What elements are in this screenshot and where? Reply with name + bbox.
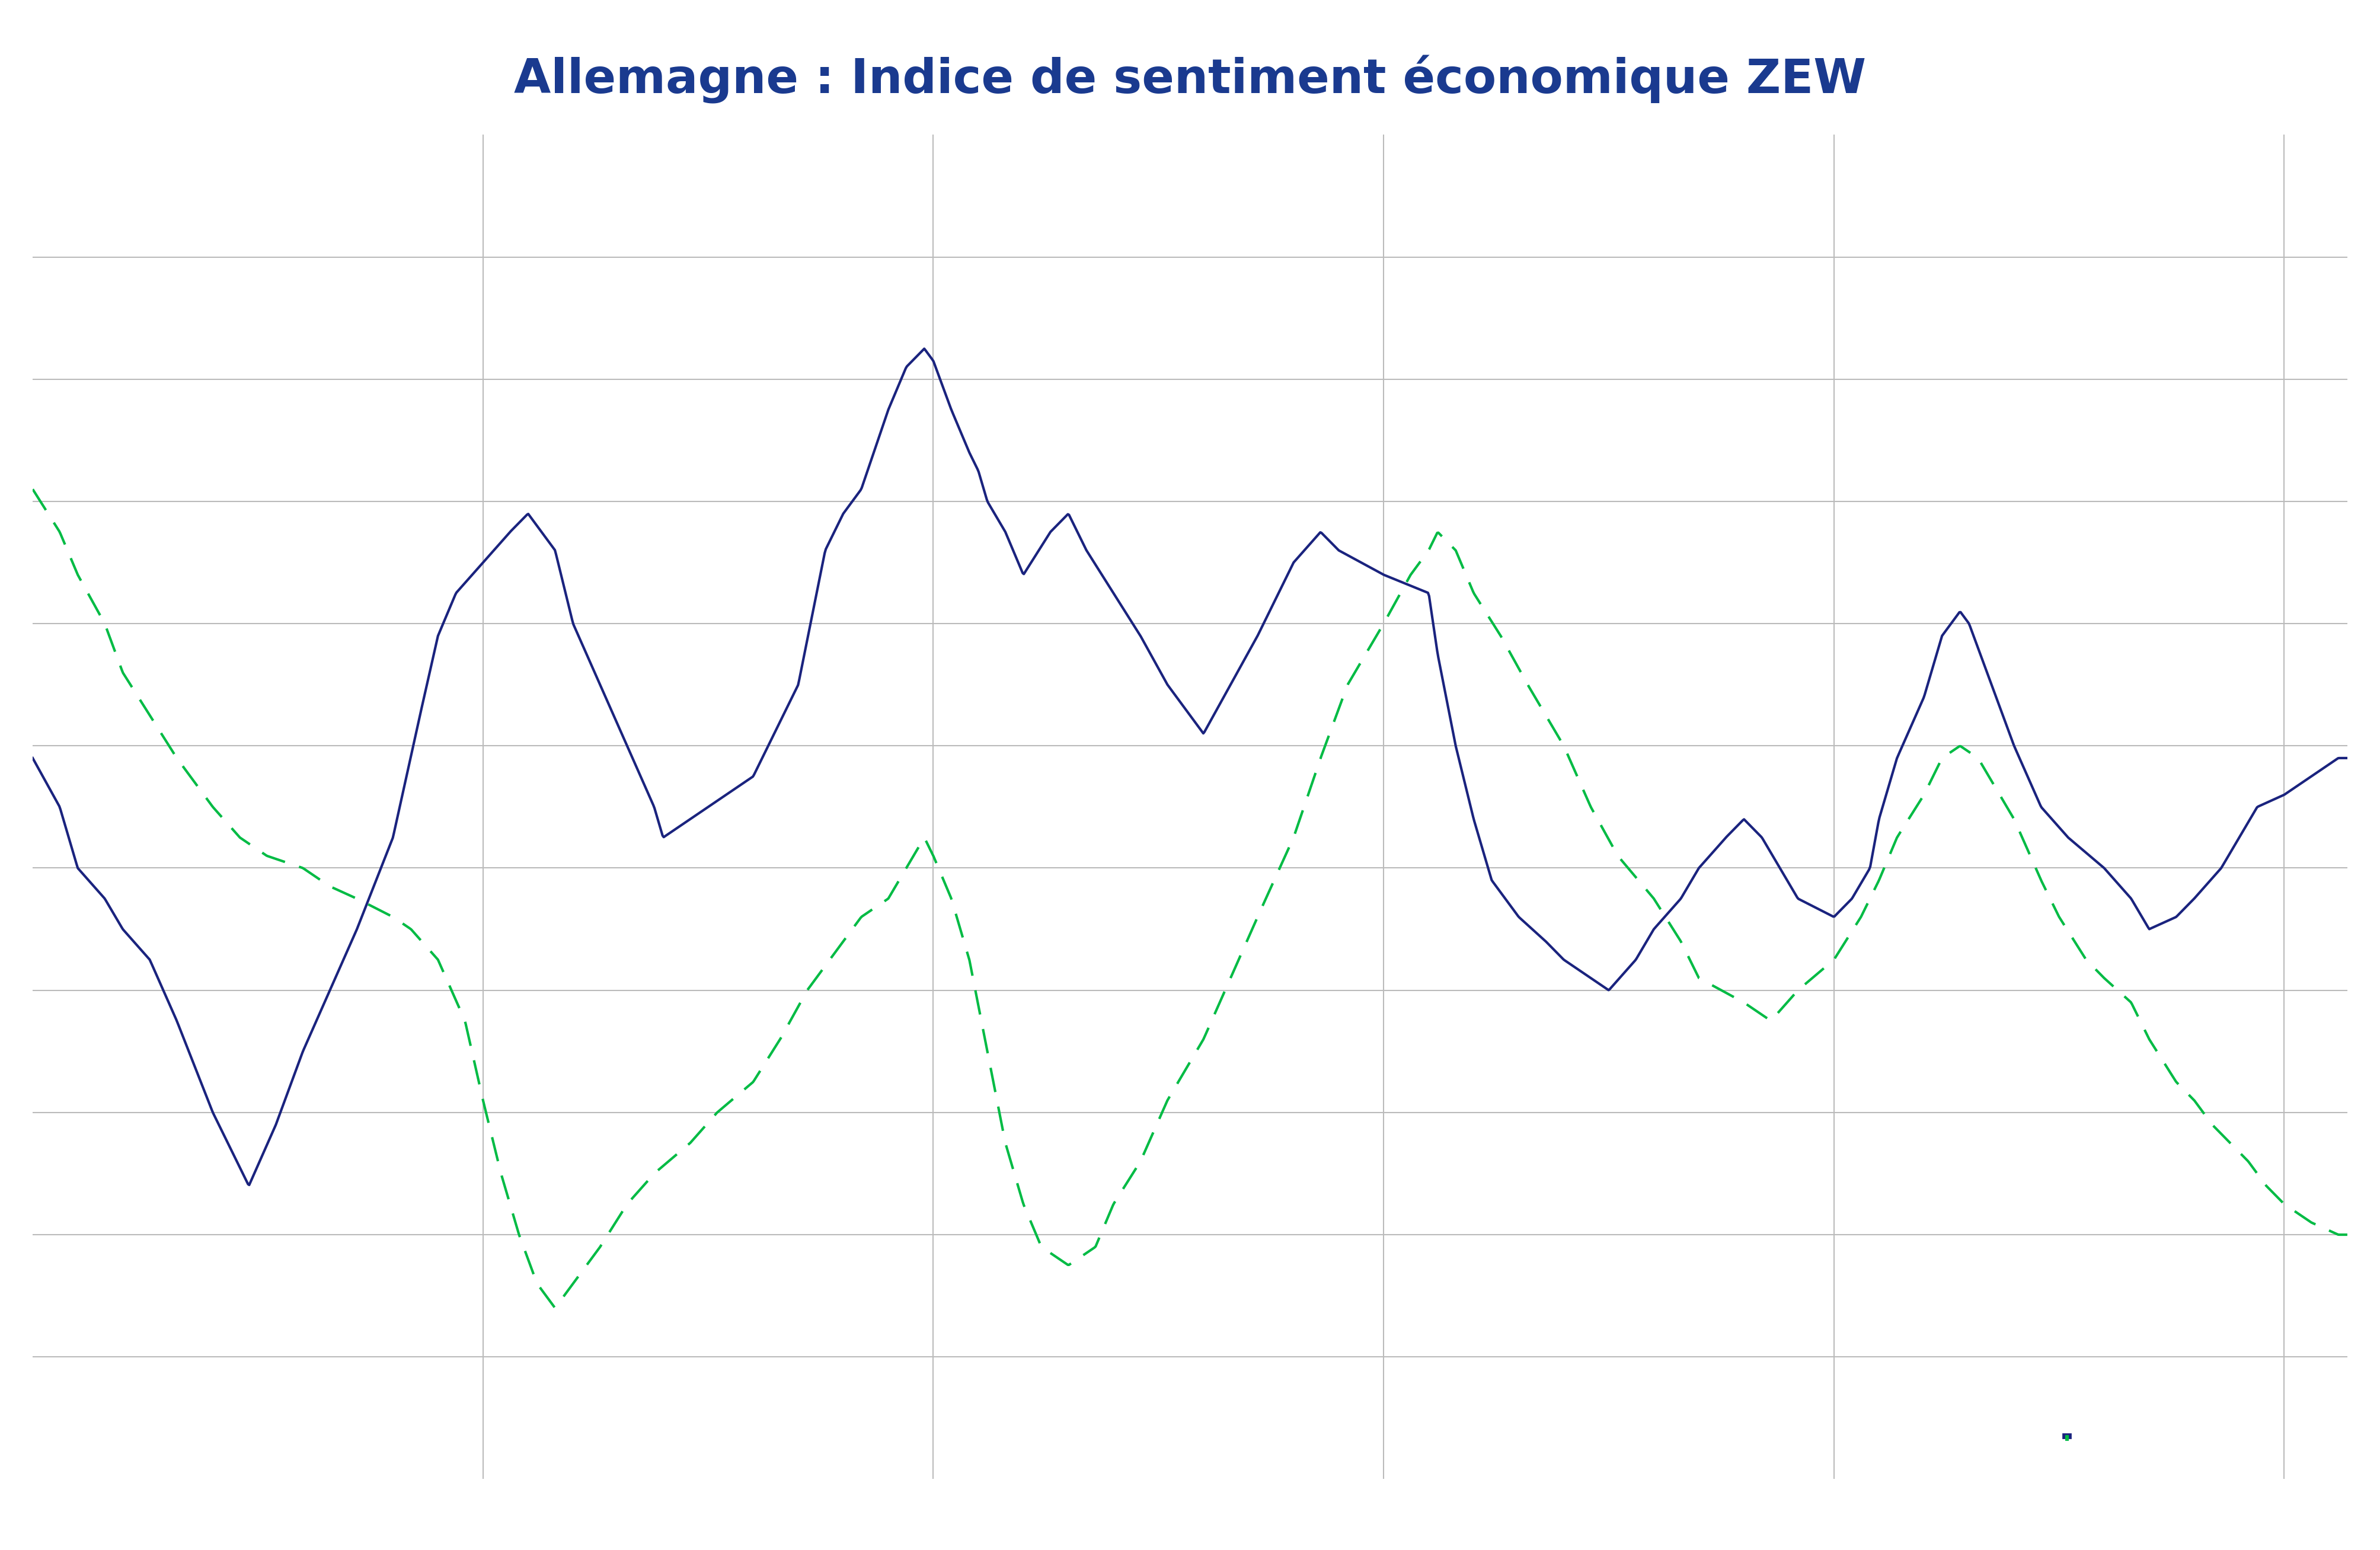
Legend: , : , [2066, 1435, 2068, 1438]
Title: Allemagne : Indice de sentiment économique ZEW: Allemagne : Indice de sentiment économiq… [514, 56, 1866, 104]
